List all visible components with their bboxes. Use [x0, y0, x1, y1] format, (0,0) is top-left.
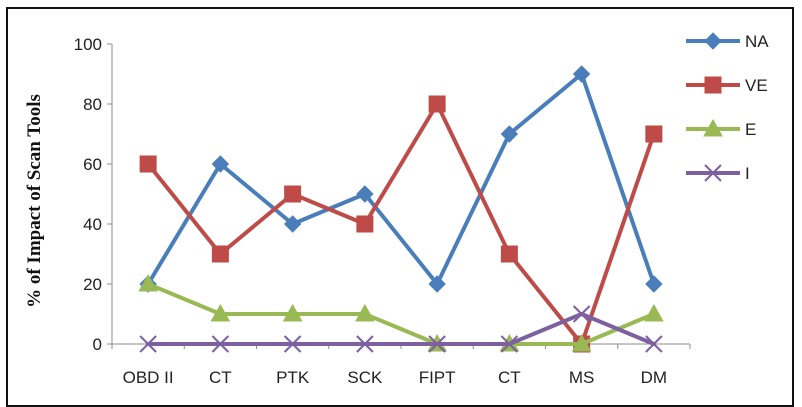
data-point-i	[356, 335, 374, 353]
data-point-i	[500, 335, 519, 353]
data-point-e	[210, 303, 231, 322]
marker-stroke	[211, 335, 230, 353]
data-point-i	[428, 335, 446, 353]
data-point-e	[644, 303, 664, 322]
data-point-na	[572, 65, 591, 83]
data-point-e	[282, 303, 303, 322]
data-point-e	[571, 333, 592, 352]
y-tick-label: 20	[83, 275, 102, 294]
x-tick-label: DM	[641, 368, 667, 387]
data-point-na	[500, 125, 519, 143]
x-tick-label: MS	[569, 368, 595, 387]
x-tick-label: CT	[209, 368, 232, 387]
data-point-ve	[284, 185, 302, 203]
data-point-na	[283, 215, 302, 233]
data-point-ve	[211, 245, 229, 263]
marker-stroke	[500, 335, 519, 353]
series-line-na	[146, 72, 656, 286]
data-point-na	[428, 275, 446, 293]
data-point-i	[645, 335, 663, 353]
data-point-e	[355, 303, 375, 322]
legend-item-ve: VE	[686, 76, 768, 95]
legend-marker-e	[703, 118, 723, 137]
marker-stroke	[645, 335, 663, 353]
data-point-e	[138, 273, 158, 292]
y-tick-label: 0	[93, 335, 102, 354]
y-tick-label: 100	[74, 35, 102, 54]
series-e	[138, 273, 664, 352]
data-point-na	[356, 185, 374, 203]
legend-label-e: E	[745, 120, 756, 139]
data-point-ve	[356, 215, 374, 233]
legend-item-na: NA	[686, 32, 769, 51]
legend-label-ve: VE	[745, 76, 768, 95]
chart-frame	[6, 7, 794, 407]
legend-label-i: I	[745, 164, 750, 183]
data-point-i	[211, 335, 230, 353]
y-tick-label: 40	[83, 215, 102, 234]
series-layer	[138, 65, 664, 353]
x-tick-label: PTK	[276, 368, 310, 387]
data-point-ve	[139, 155, 157, 173]
data-point-ve	[500, 245, 518, 263]
series-na	[139, 65, 663, 293]
legend-marker-i	[704, 164, 722, 182]
y-axis-label: % of Impact of Scan Tools	[24, 94, 45, 308]
marker-stroke	[572, 305, 591, 323]
legend: NA VE E I	[686, 32, 769, 183]
legend-item-i: I	[686, 164, 750, 183]
legend-item-e: E	[686, 118, 756, 139]
data-point-i	[139, 335, 157, 353]
data-point-ve	[428, 95, 446, 113]
series-line-i	[146, 312, 656, 346]
legend-marker-na	[704, 32, 722, 50]
data-point-i	[572, 305, 591, 323]
data-point-na	[211, 155, 230, 173]
line-chart: % of Impact of Scan Tools 0 20 40 60 80 100 OB…	[24, 32, 769, 387]
marker-stroke	[283, 335, 302, 353]
series-line-ve	[146, 102, 656, 346]
y-tick-label: 80	[83, 95, 102, 114]
data-point-i	[283, 335, 302, 353]
legend-label-na: NA	[745, 32, 769, 51]
x-tick-label: CT	[498, 368, 521, 387]
data-point-na	[645, 275, 663, 293]
data-point-ve	[645, 125, 663, 143]
axes: 0 20 40 60 80 100 OBD II CT PTK SCK FIPT CT MS DM	[74, 35, 691, 387]
series-line-e	[146, 282, 656, 346]
x-tick-label: SCK	[347, 368, 383, 387]
marker-stroke	[139, 335, 157, 353]
marker-stroke	[356, 335, 374, 353]
marker-stroke	[428, 335, 446, 353]
x-tick-label: OBD II	[123, 368, 174, 387]
legend-marker-ve	[704, 76, 722, 94]
series-i	[139, 305, 663, 353]
marker-stroke	[704, 164, 722, 182]
x-tick-label: FIPT	[419, 368, 456, 387]
y-tick-label: 60	[83, 155, 102, 174]
